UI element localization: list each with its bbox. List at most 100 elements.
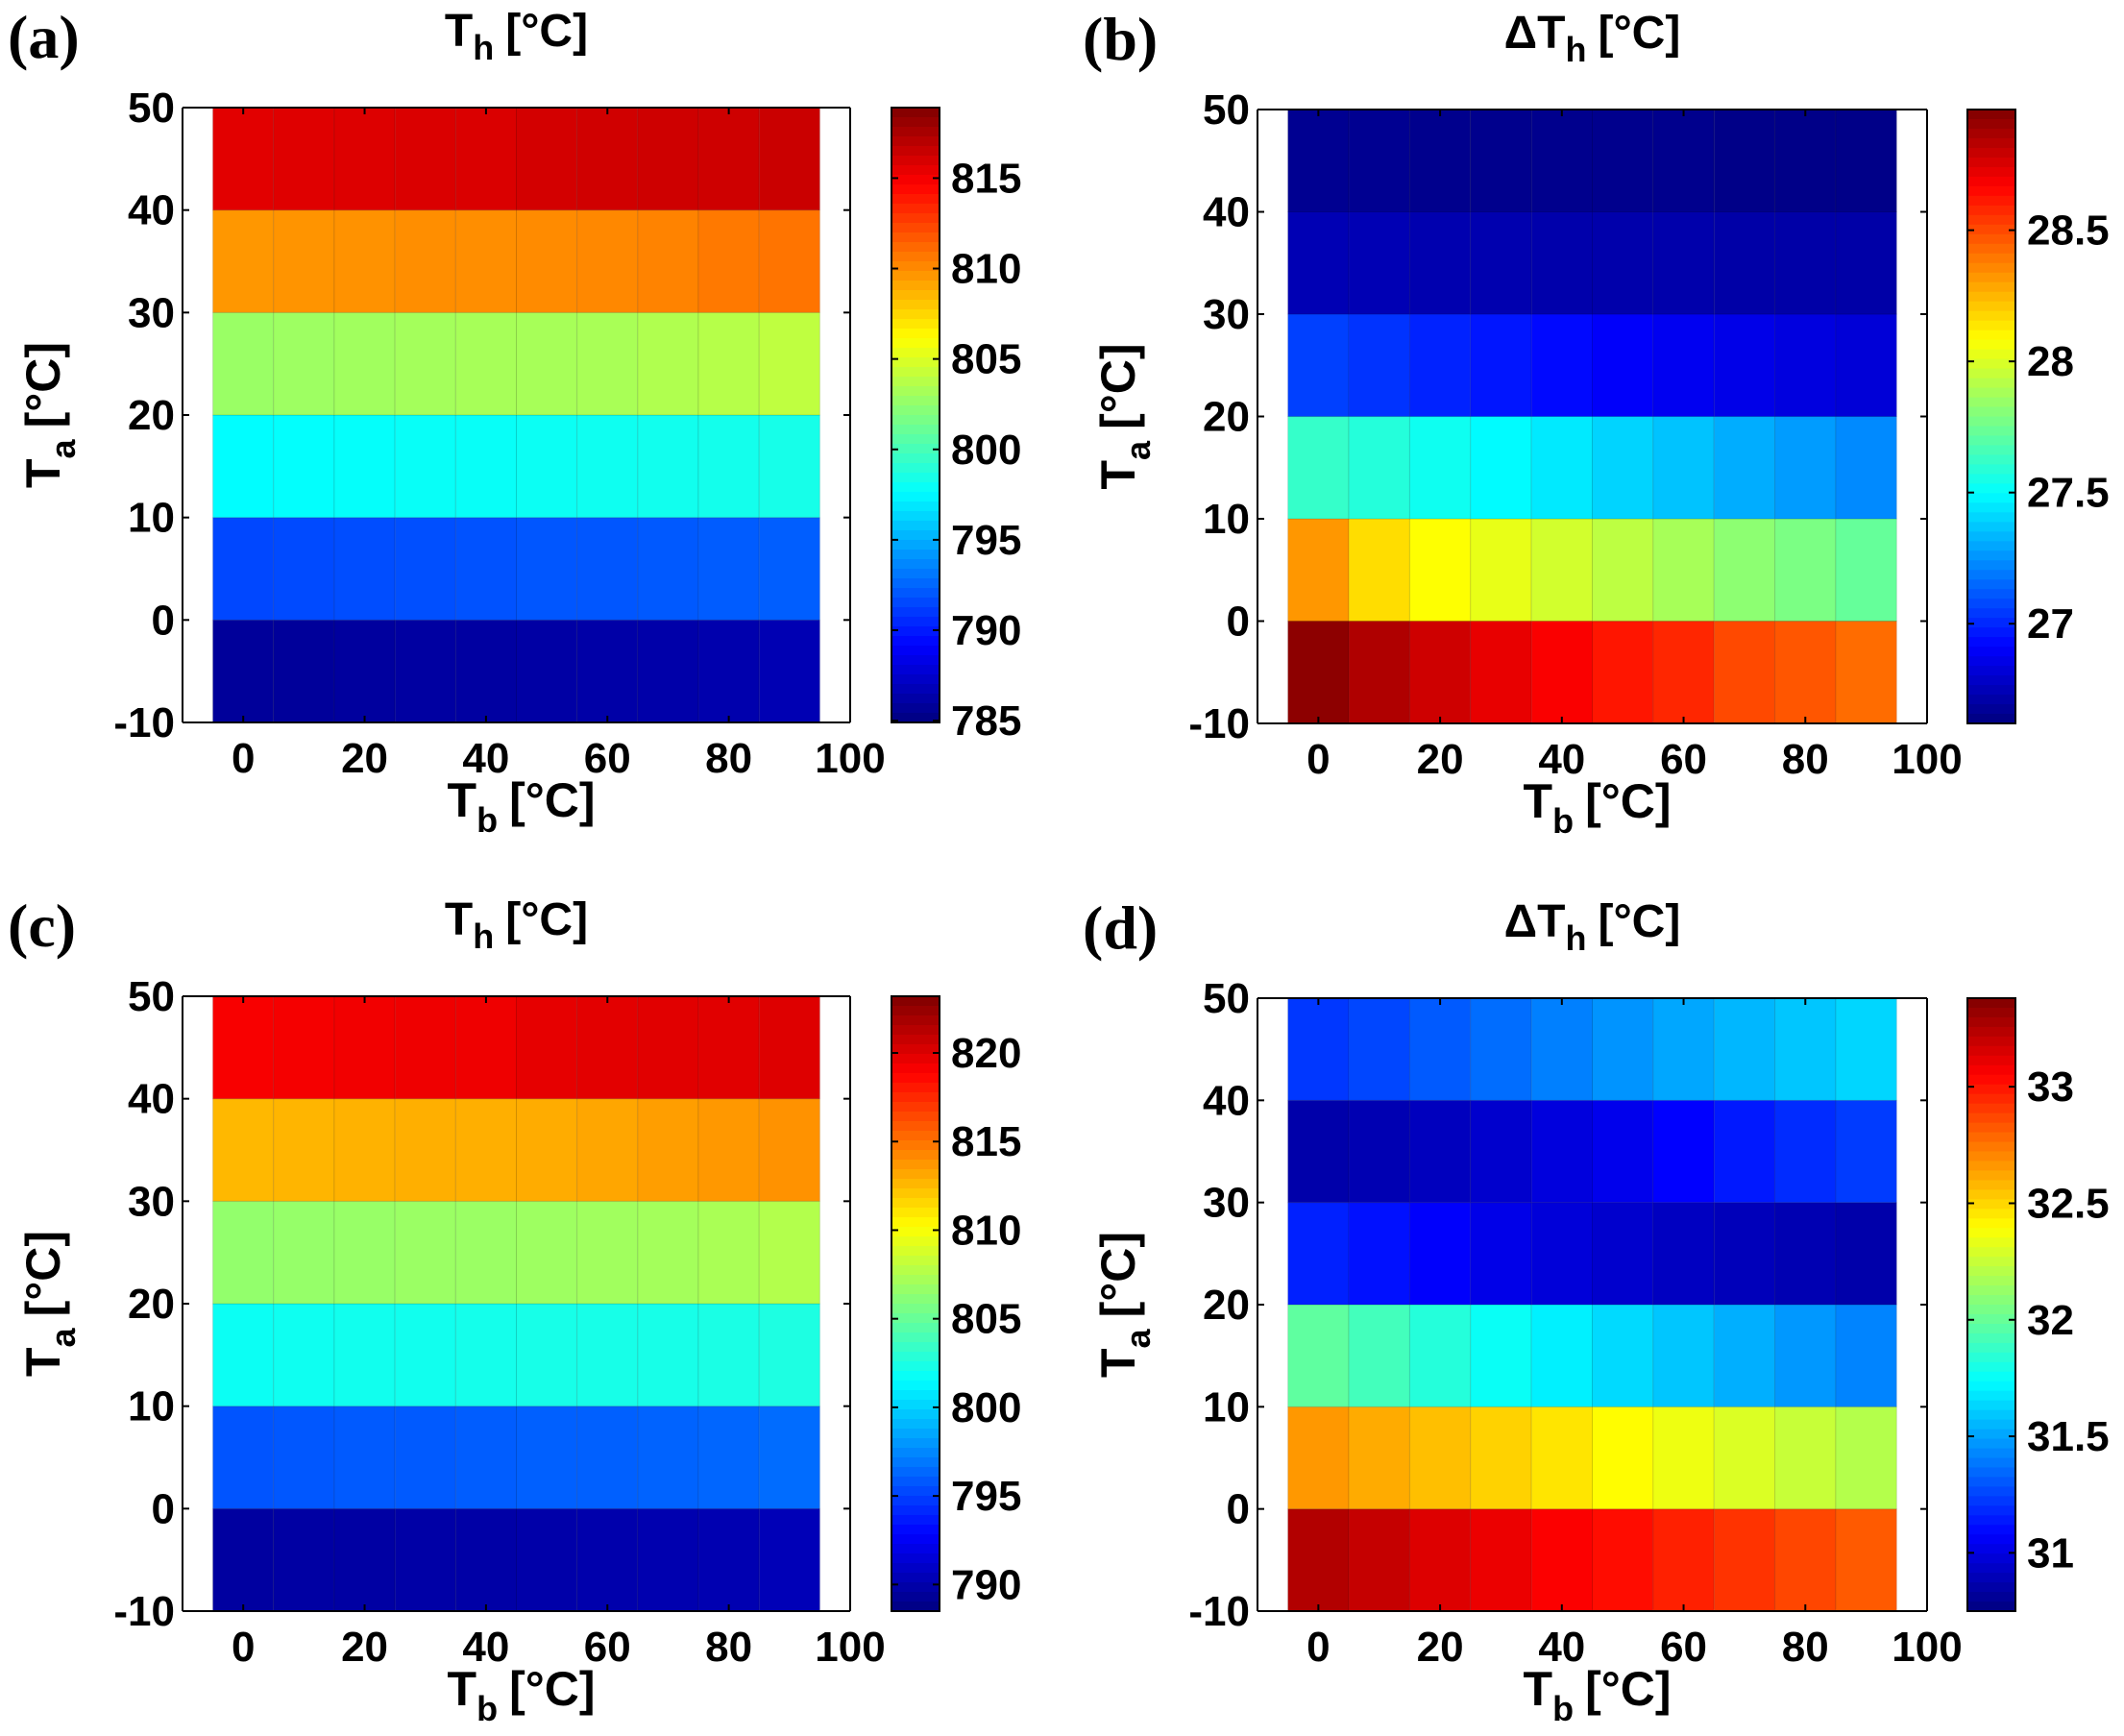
colorbar-segment: [1967, 128, 2015, 139]
colorbar-segment: [891, 636, 940, 647]
heatmap-cell: 32.35: [1652, 1406, 1715, 1510]
colorbar-segment: [891, 1227, 940, 1237]
colorbar-segment: [891, 1275, 940, 1285]
heatmap-cell: 27.53: [1408, 416, 1472, 520]
colorbar-segment: [891, 1236, 940, 1247]
x-tick-label: 0: [1306, 736, 1330, 783]
panel-b: 28.9328.8528.7828.7228.6828.6228.5828.52…: [1083, 5, 2110, 841]
heatmap-cell: 819.4: [454, 995, 517, 1100]
heatmap-cell: 30.95: [1592, 1202, 1654, 1306]
colorbar-tick-label: 805: [951, 1296, 1021, 1343]
heatmap-cells: 33.2533.233.1433.133.0633.0232.9732.9232…: [1287, 997, 1897, 1612]
colorbar-segment: [891, 1342, 940, 1353]
colorbar-segment: [1967, 368, 2015, 379]
heatmap-cell: 792: [516, 517, 578, 621]
heatmap-cell: 28.72: [1470, 621, 1532, 724]
y-tick-label: -10: [113, 1588, 175, 1635]
heatmap-cell: 806.9: [516, 1200, 578, 1305]
heatmap-cell: 30.88: [1774, 1202, 1837, 1306]
colorbar-segment: [891, 1525, 940, 1535]
heatmap-cell: 33.1: [1470, 1508, 1532, 1612]
y-tick-label: 40: [1203, 189, 1250, 236]
heatmap-cell: 820: [758, 995, 820, 1100]
colorbar-segment: [1967, 1573, 2015, 1583]
colorbar: 785 790 795 800 805 810 815: [891, 107, 1021, 745]
y-label-sub: a: [43, 438, 83, 458]
colorbar-segment: [891, 1486, 940, 1497]
colorbar-segment: [1967, 426, 2015, 437]
colorbar-segment: [891, 1467, 940, 1478]
heatmap-cell: 26.82: [1835, 313, 1897, 417]
colorbar-segment: [1967, 1122, 2015, 1134]
x-tick-label: 60: [584, 735, 631, 782]
heatmap-cell: 27.88: [1652, 518, 1715, 622]
colorbar-frame: [1966, 109, 2016, 724]
heatmap-cell: 32.92: [1713, 1508, 1776, 1612]
heatmap-cell: 809.9: [454, 209, 517, 313]
heatmap-cell: 803.3: [576, 311, 639, 416]
colorbar-segment: [891, 1121, 940, 1132]
colorbar-segment: [1967, 118, 2015, 130]
colorbar-segment: [1967, 1170, 2015, 1182]
title-main: T: [445, 6, 473, 57]
heatmap-cell: 795.9: [394, 1406, 456, 1509]
colorbar-segment: [891, 1304, 940, 1314]
heatmap-cell: 812.9: [454, 1098, 517, 1202]
heatmap-cell: 28.42: [1835, 621, 1897, 724]
y-tick-label: 30: [1203, 1180, 1250, 1227]
heatmap-cell: 798: [516, 414, 578, 519]
heatmap-cell: 802.2: [454, 1303, 517, 1407]
colorbar-segment: [1967, 1199, 2015, 1210]
colorbar-segment: [1967, 176, 2015, 187]
colorbar-segment: [1967, 541, 2015, 551]
heatmap-cell: 31.55: [1713, 997, 1776, 1101]
heatmap-cell: 27.4: [1592, 416, 1654, 520]
heatmap-cell: 798.2: [637, 414, 699, 519]
x-tick-label: 20: [341, 735, 388, 782]
colorbar-segment: [891, 1592, 940, 1602]
heatmap-cell: 30.9: [1713, 1202, 1776, 1306]
y-label-main: T: [1091, 460, 1145, 490]
title-sub: h: [473, 28, 494, 67]
colorbar-segment: [1967, 483, 2015, 494]
heatmap-cell: 31.08: [1652, 1099, 1715, 1204]
colorbar-tick-label: 815: [951, 155, 1021, 202]
heatmap-cell: 803.2: [516, 311, 578, 416]
colorbar-segment: [891, 1256, 940, 1266]
colorbar-segment: [1967, 550, 2015, 561]
heatmap-cell: 802.1: [333, 1303, 396, 1407]
colorbar-segment: [1967, 1448, 2015, 1459]
colorbar-segment: [891, 290, 940, 301]
colorbar-segment: [891, 271, 940, 281]
heatmap-cells: 28.9328.8528.7828.7228.6828.6228.5828.52…: [1287, 109, 1897, 724]
colorbar-segment: [1967, 1055, 2015, 1066]
heatmap-cell: 785.9: [333, 619, 396, 723]
colorbar-segment: [1967, 1257, 2015, 1267]
colorbar-segment: [1967, 1457, 2015, 1469]
heatmap-cell: 804: [758, 311, 820, 416]
heatmap-cell: 813.9: [758, 1098, 820, 1202]
colorbar-segment: [1967, 1237, 2015, 1248]
colorbar-segment: [1967, 1276, 2015, 1286]
heatmap-cell: 815.8: [333, 107, 396, 211]
heatmap-cell: 26.72: [1652, 211, 1715, 315]
heatmap-cell: 31.14: [1713, 1099, 1776, 1204]
heatmap-cell: 815.9: [394, 107, 456, 211]
colorbar-segment: [1967, 1525, 2015, 1535]
colorbar-segment: [1967, 185, 2015, 197]
heatmap-cell: 27.27: [1774, 416, 1837, 520]
x-tick-label: 80: [1782, 736, 1829, 783]
heatmap-cell: 816.3: [637, 107, 699, 211]
colorbar-segment: [1967, 1132, 2015, 1143]
heatmap-cell: 796.1: [576, 1406, 639, 1509]
colorbar-tick-label: 32: [2027, 1297, 2074, 1344]
heatmap-cell: 26.72: [1592, 211, 1654, 315]
colorbar-segment: [1967, 1477, 2015, 1488]
colorbar-segment: [1967, 1352, 2015, 1363]
heatmap-cell: 786.3: [637, 619, 699, 723]
heatmap-cell: 797.8: [333, 414, 396, 519]
colorbar-segment: [1967, 349, 2015, 360]
x-label-sub: b: [476, 800, 498, 840]
heatmap-cell: 26.74: [1287, 211, 1350, 315]
colorbar-segment: [1967, 1323, 2015, 1334]
